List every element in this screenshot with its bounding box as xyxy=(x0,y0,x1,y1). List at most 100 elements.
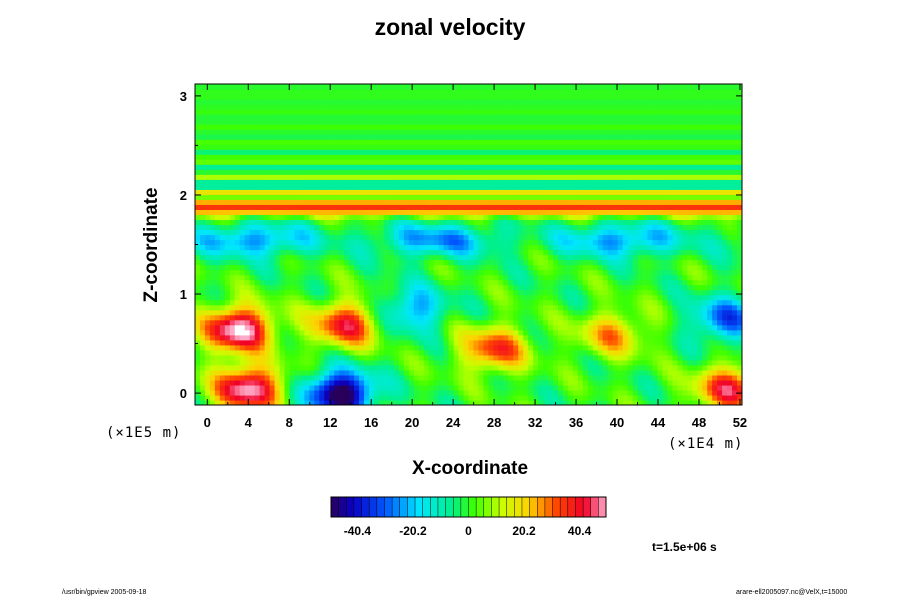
heatmap-cell xyxy=(314,309,320,316)
heatmap-cell xyxy=(259,299,266,306)
heatmap-cell xyxy=(453,234,460,241)
heatmap-cell xyxy=(374,349,380,356)
heatmap-cell xyxy=(577,304,584,311)
heatmap-cell xyxy=(493,339,499,346)
heatmap-cell xyxy=(349,89,355,95)
heatmap-cell xyxy=(378,344,385,351)
heatmap-cell xyxy=(339,224,345,231)
heatmap-cell xyxy=(339,249,345,256)
heatmap-cell xyxy=(289,389,296,396)
heatmap-cell xyxy=(518,289,524,296)
heatmap-cell xyxy=(264,144,271,150)
heatmap-cell xyxy=(334,334,340,341)
heatmap-cell xyxy=(473,139,480,145)
heatmap-cell xyxy=(408,384,415,391)
heatmap-cell xyxy=(473,159,480,165)
heatmap-cell xyxy=(438,329,445,336)
heatmap-cell xyxy=(314,334,320,341)
heatmap-cell xyxy=(443,124,450,130)
heatmap-cell xyxy=(349,369,355,376)
heatmap-cell xyxy=(518,214,524,221)
heatmap-cell xyxy=(339,134,345,140)
heatmap-cell xyxy=(468,394,475,401)
heatmap-cell xyxy=(279,164,286,170)
heatmap-cell xyxy=(204,364,211,371)
heatmap-cell xyxy=(463,259,470,266)
heatmap-cell xyxy=(299,84,305,90)
heatmap-cell xyxy=(383,149,390,155)
heatmap-cell xyxy=(498,364,504,371)
heatmap-cell xyxy=(518,304,524,311)
heatmap-cell xyxy=(478,324,485,331)
heatmap-cell xyxy=(314,149,320,155)
heatmap-cell xyxy=(354,334,360,341)
heatmap-cell xyxy=(562,234,569,241)
heatmap-cell xyxy=(562,364,569,371)
heatmap-cell xyxy=(369,134,375,140)
heatmap-cell xyxy=(558,189,564,195)
heatmap-cell xyxy=(503,214,509,221)
heatmap-cell xyxy=(314,199,320,205)
heatmap-cell xyxy=(279,204,286,210)
heatmap-cell xyxy=(577,184,584,190)
heatmap-cell xyxy=(284,129,291,135)
heatmap-cell xyxy=(274,159,281,165)
heatmap-cell xyxy=(528,204,534,210)
heatmap-cell xyxy=(558,174,564,180)
heatmap-cell xyxy=(359,399,365,405)
heatmap-cell xyxy=(548,224,554,231)
heatmap-cell xyxy=(304,99,310,105)
heatmap-cell xyxy=(438,284,445,291)
heatmap-cell xyxy=(473,124,480,130)
heatmap-cell xyxy=(264,109,271,115)
heatmap-cell xyxy=(224,374,231,381)
heatmap-cell xyxy=(567,269,574,276)
heatmap-cell xyxy=(493,204,499,210)
heatmap-cell xyxy=(548,114,554,120)
heatmap-cell xyxy=(488,304,494,311)
heatmap-cell xyxy=(224,239,231,246)
heatmap-cell xyxy=(543,154,549,160)
heatmap-cell xyxy=(408,109,415,115)
heatmap-cell xyxy=(483,254,489,261)
heatmap-cell xyxy=(329,154,335,160)
heatmap-cell xyxy=(284,249,291,256)
heatmap-cell xyxy=(553,149,559,155)
heatmap-cell xyxy=(463,94,470,100)
heatmap-cell xyxy=(558,219,564,226)
heatmap-cell xyxy=(244,89,251,95)
heatmap-cell xyxy=(244,99,251,105)
heatmap-cell xyxy=(572,279,579,286)
heatmap-cell xyxy=(374,384,380,391)
heatmap-cell xyxy=(567,154,574,160)
heatmap-cell xyxy=(274,194,281,200)
heatmap-cell xyxy=(354,119,360,125)
heatmap-cell xyxy=(239,254,246,261)
heatmap-cell xyxy=(533,259,539,266)
heatmap-cell xyxy=(199,184,206,190)
heatmap-cell xyxy=(428,349,435,356)
heatmap-cell xyxy=(289,269,296,276)
heatmap-cell xyxy=(543,84,549,90)
heatmap-cell xyxy=(577,324,584,331)
heatmap-cell xyxy=(528,349,534,356)
heatmap-cell xyxy=(508,289,514,296)
heatmap-cell xyxy=(249,374,256,381)
heatmap-cell xyxy=(239,249,246,256)
heatmap-cell xyxy=(488,169,494,175)
heatmap-cell xyxy=(408,119,415,125)
heatmap-cell xyxy=(508,234,514,241)
heatmap-cell xyxy=(349,364,355,371)
heatmap-cell xyxy=(548,144,554,150)
heatmap-cell xyxy=(483,89,489,95)
heatmap-cell xyxy=(374,359,380,366)
heatmap-cell xyxy=(334,179,340,185)
heatmap-cell xyxy=(224,164,231,170)
heatmap-cell xyxy=(498,399,504,405)
heatmap-cell xyxy=(413,274,420,281)
heatmap-cell xyxy=(209,154,216,160)
heatmap-cell xyxy=(214,269,221,276)
heatmap-cell xyxy=(538,109,544,115)
heatmap-cell xyxy=(453,399,460,405)
heatmap-cell xyxy=(473,104,480,110)
